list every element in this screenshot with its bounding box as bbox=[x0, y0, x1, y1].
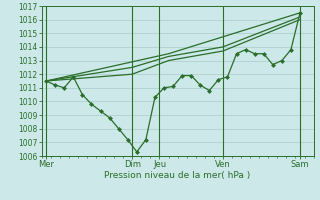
X-axis label: Pression niveau de la mer( hPa ): Pression niveau de la mer( hPa ) bbox=[104, 171, 251, 180]
